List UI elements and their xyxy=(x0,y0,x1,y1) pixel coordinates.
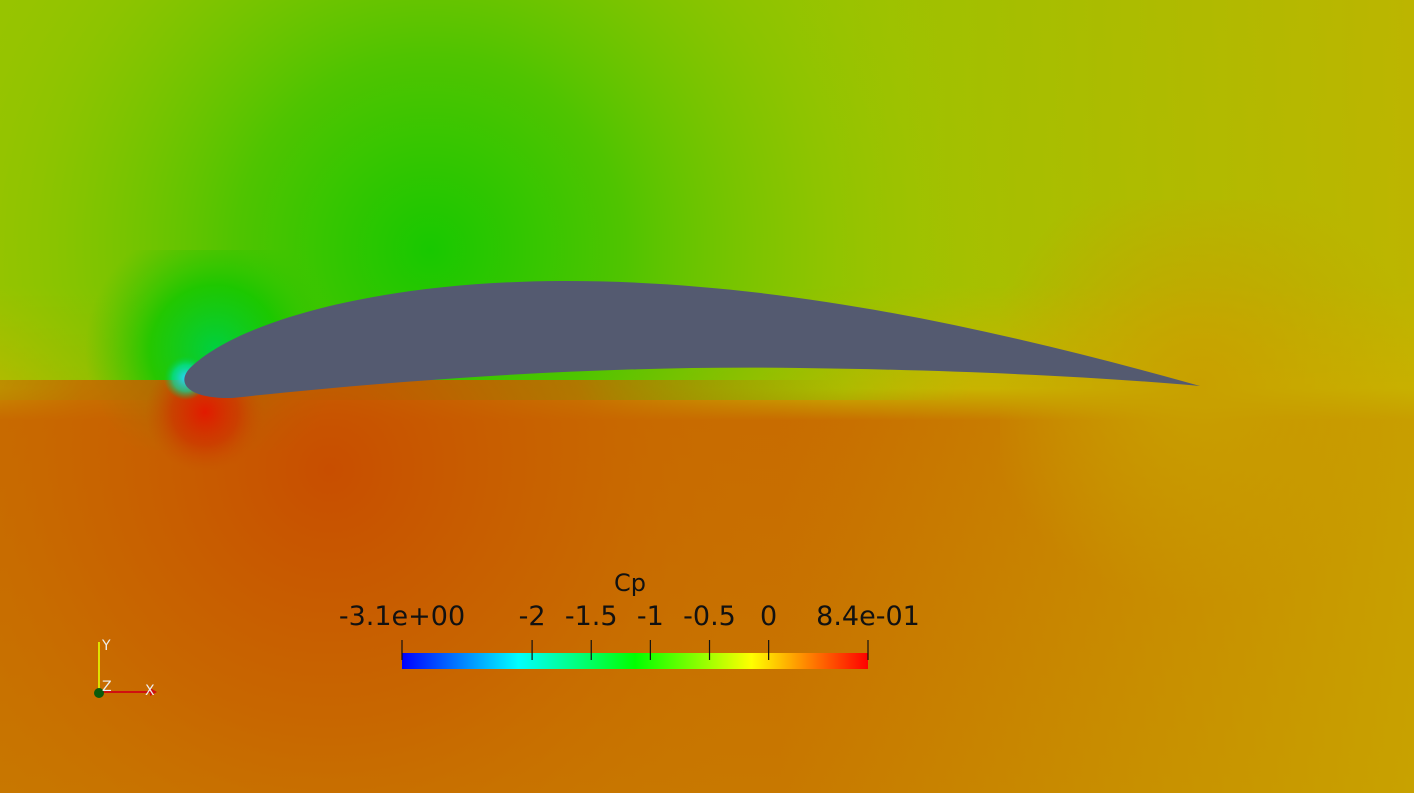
scalar-bar-min-label: -3.1e+00 xyxy=(339,601,465,632)
scalar-bar-colors xyxy=(402,653,868,669)
z-axis-dot xyxy=(94,688,104,698)
z-axis-label: Z xyxy=(102,679,112,695)
airfoil-shape xyxy=(184,280,1201,399)
y-axis-label: Y xyxy=(101,638,111,654)
scalar-bar[interactable]: Cp -3.1e+00 8.4e-01 -2 -1.5 -1 -0.5 0 xyxy=(339,569,920,669)
scalar-bar-tick-label: -0.5 xyxy=(683,601,736,632)
x-axis-label: X xyxy=(145,683,155,699)
scalar-bar-title: Cp xyxy=(614,569,646,597)
scalar-bar-tick-label: 0 xyxy=(760,601,777,632)
scalar-bar-tick-label: -1 xyxy=(637,601,664,632)
x-axis-arrow xyxy=(150,688,157,696)
scalar-bar-tick-label: -1.5 xyxy=(565,601,618,632)
orientation-axes: Y Z X xyxy=(94,638,157,699)
scalar-bar-max-label: 8.4e-01 xyxy=(816,601,920,632)
scalar-bar-tick-label: -2 xyxy=(519,601,546,632)
